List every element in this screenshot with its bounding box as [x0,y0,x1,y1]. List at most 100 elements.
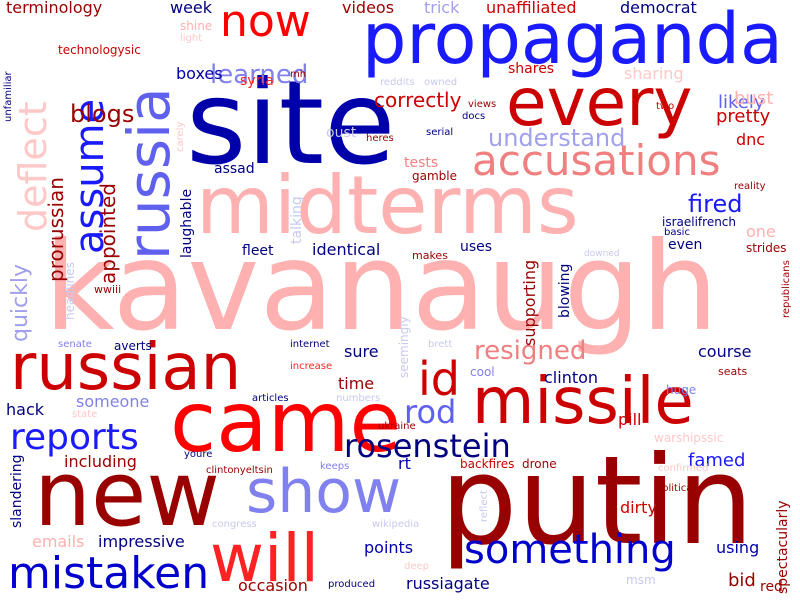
word: blowing [557,263,573,318]
word: someone [76,392,150,411]
word: shine [180,19,213,33]
word: clintonyeltsin [206,465,273,476]
word: tests [404,155,439,171]
word: reality [734,181,766,192]
word: owned [424,77,458,88]
word: technologysic [58,43,141,57]
word: russiagate [406,574,490,593]
word: mh [290,69,307,80]
word: correctly [374,88,462,112]
word: seats [718,365,748,378]
word: gamble [412,169,457,183]
word: trick [424,0,460,17]
word: now [220,0,311,47]
word: course [698,342,752,361]
word: slandering [9,454,25,528]
word: israelifrench [662,215,737,229]
word: sure [344,342,379,361]
word: site [186,56,396,191]
word: points [364,538,414,557]
word: russian [10,331,242,405]
word: videos [342,0,395,17]
word: brett [428,339,453,350]
word: one [746,222,776,241]
word: uses [460,239,493,255]
word: republicans [781,260,792,318]
word: unaffiliated [486,0,577,17]
word: averts [114,339,152,353]
word: produced [328,579,376,590]
word: putin [440,430,754,572]
word: syria [240,73,274,89]
word: senate [58,339,92,350]
word: drone [522,457,557,471]
word: views [468,99,497,110]
word: warshipssic [654,431,724,445]
word: wwiii [94,283,122,296]
word: including [64,452,137,471]
word: propaganda [362,0,783,80]
word: identical [312,240,381,259]
word: pill [618,410,642,429]
word: heres [366,133,394,144]
word: reddits [380,77,415,88]
word: rt [398,454,411,473]
word: light [180,33,203,44]
word: downed [584,249,620,259]
word: huge [666,383,697,397]
word: blogs [70,100,135,128]
word: congress [212,519,257,530]
word: quickly [8,264,33,342]
word: seemingly [397,316,411,378]
word: clinton [544,368,599,387]
word: pretty [716,106,771,127]
word: understand [488,124,626,152]
word: oust [326,125,357,141]
word: democrat [620,0,697,17]
word: headlines [63,262,77,320]
word: docs [462,111,486,122]
word: will [210,520,319,597]
word: something [464,527,676,573]
word: carely [175,121,186,152]
word: strides [746,241,787,255]
word: reports [10,417,139,458]
word: dirty [620,498,657,517]
word: show [246,457,402,527]
word: msm [626,573,656,587]
word: increase [290,361,333,372]
word: rod [404,393,457,431]
word: dnc [736,130,766,149]
word: supporting [520,259,539,346]
word: appointed [96,183,120,284]
word: laughable [179,188,195,258]
word: reflect [479,490,490,522]
word: time [338,374,375,393]
word: basic [664,227,690,238]
word: cool [470,365,495,379]
word: unfamiliar [3,71,14,122]
word: fleet [242,243,274,259]
word: internet [290,339,330,350]
word: famed [688,450,746,471]
word: accusations [472,136,721,185]
word: ukraine [378,421,416,432]
word: week [170,0,213,17]
word: midterms [196,159,579,252]
word: numbers [336,393,381,404]
word: wikipedia [372,519,420,530]
word: mistaken [8,548,210,599]
word: boxes [176,64,223,83]
word: hack [6,400,45,419]
word: resigned [474,336,587,366]
word: assad [214,161,255,177]
word: political [656,483,696,494]
word: rosenstein [344,427,511,465]
word: impressive [98,532,185,551]
word: using [716,538,760,557]
word: even [668,237,703,253]
word: every [506,64,693,141]
word: shares [508,61,555,77]
word: new [34,442,221,547]
